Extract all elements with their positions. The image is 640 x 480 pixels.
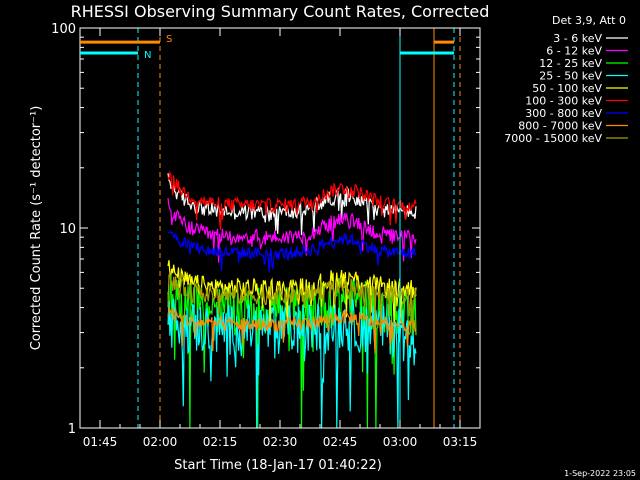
x-tick-label-0: 01:45 [83,435,118,449]
x-tick-label-5: 03:00 [383,435,418,449]
series-line-5 [167,170,417,231]
legend-label-4: 50 - 100 keV [532,82,602,95]
series-line-4 [167,260,417,327]
legend-label-2: 12 - 25 keV [539,57,602,70]
footer-timestamp: 1-Sep-2022 23:05 [564,469,636,478]
series-line-7 [167,306,417,354]
legend-label-1: 6 - 12 keV [546,45,602,58]
x-tick-label-2: 02:15 [203,435,238,449]
plot-data-layer [167,170,417,429]
legend-label-6: 300 - 800 keV [525,107,602,120]
y-axis-label: Corrected Count Rate (s⁻¹ detector⁻¹) [29,106,44,351]
legend-label-3: 25 - 50 keV [539,70,602,83]
y-tick-label-1: 10 [59,222,76,237]
legend-title: Det 3,9, Att 0 [552,14,626,27]
annotation-label-N: N [144,50,151,61]
axes: 01:45 02:00 02:15 02:30 02:45 03:00 03:15 1 10 10… [51,22,481,449]
series-line-1 [167,198,417,263]
legend-label-5: 100 - 300 keV [525,95,602,108]
series-line-8 [167,271,417,336]
legend-label-8: 7000 - 15000 keV [504,132,602,145]
x-tick-label-6: 03:15 [443,435,478,449]
x-tick-label-1: 02:00 [143,435,178,449]
vertical-markers [137,28,461,428]
series-line-2 [167,275,417,429]
y-tick-label-2: 100 [51,22,76,37]
annotation-label-S: S [166,34,172,45]
series-line-6 [167,230,417,273]
chart-title: RHESSI Observing Summary Count Rates, Co… [71,2,490,21]
legend-label-0: 3 - 6 keV [553,32,602,45]
annotations: NS [80,34,454,61]
x-axis-label: Start Time (18-Jan-17 01:40:22) [174,458,382,473]
legend-label-7: 800 - 7000 keV [518,120,602,133]
y-tick-label-0: 1 [68,422,76,437]
x-tick-label-4: 02:45 [323,435,358,449]
x-tick-label-3: 02:30 [263,435,298,449]
